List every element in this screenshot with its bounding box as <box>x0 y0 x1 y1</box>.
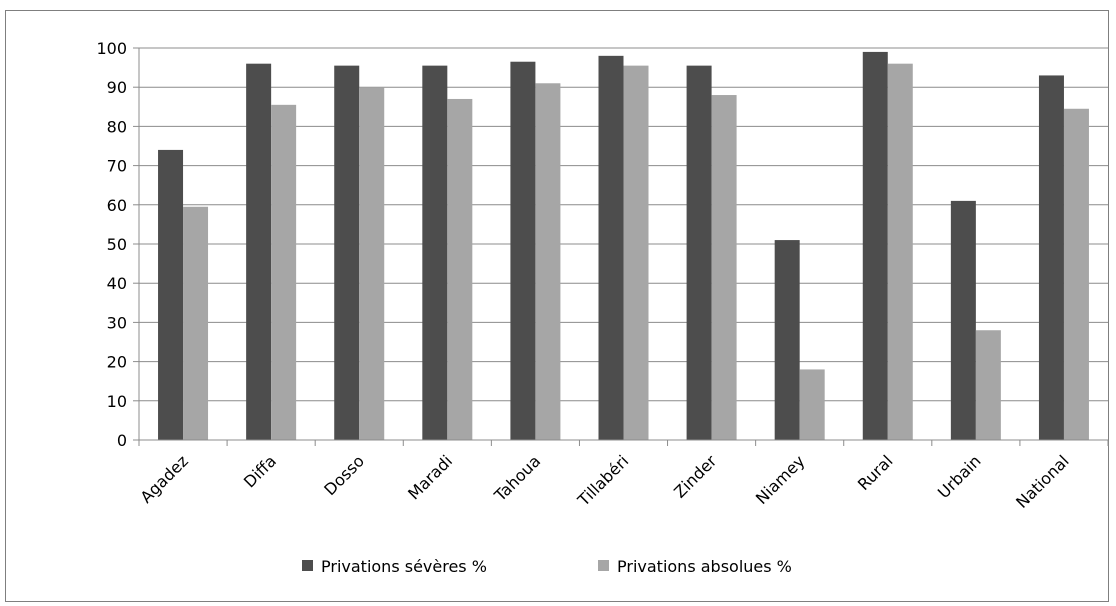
bars <box>158 51 1089 441</box>
x-tick-labels: Agadez Diffa Dosso Maradi Tahoua Tillabéri Zin… <box>136 451 1072 512</box>
y-tick-label: 0 <box>117 431 127 450</box>
y-tick-label: 80 <box>107 117 127 136</box>
bar-severe <box>774 240 800 440</box>
x-tick-label: Agadez <box>136 451 191 506</box>
x-tick-label: National <box>1012 451 1073 512</box>
legend: Privations sévères % Privations absolues … <box>302 557 792 576</box>
legend-swatch <box>302 560 313 571</box>
bar-severe <box>950 200 976 440</box>
bar-absolute <box>447 98 473 441</box>
y-tick-label: 20 <box>107 353 127 372</box>
y-tick-label: 50 <box>107 235 127 254</box>
bar-severe <box>686 65 712 440</box>
y-tick-label: 70 <box>107 157 127 176</box>
bar-severe <box>334 65 360 440</box>
bar-severe <box>598 55 624 441</box>
bar-absolute <box>799 369 825 440</box>
legend-label: Privations sévères % <box>321 557 487 576</box>
bar-severe <box>510 61 536 440</box>
bar-absolute <box>359 87 385 440</box>
x-tick-label: Zinder <box>670 451 721 502</box>
bar-severe <box>862 51 888 441</box>
bar-absolute <box>711 95 737 440</box>
bar-absolute <box>975 330 1001 440</box>
x-tick-label: Rural <box>854 451 897 494</box>
y-tick-label: 90 <box>107 78 127 97</box>
bar-severe <box>1038 75 1064 440</box>
y-tick-label: 40 <box>107 274 127 293</box>
bar-absolute <box>1063 108 1089 440</box>
x-tick-label: Urbain <box>934 451 985 502</box>
y-tick-labels: 0 10 20 30 40 50 60 70 80 90 100 <box>96 39 127 450</box>
x-tick-label: Niamey <box>752 451 809 508</box>
bar-severe <box>422 65 448 440</box>
x-tick-label: Tillabéri <box>573 451 632 510</box>
bar-severe <box>246 63 272 441</box>
bar-absolute <box>887 63 913 441</box>
bar-absolute <box>183 206 209 440</box>
x-tick-label: Dosso <box>320 451 368 499</box>
bar-absolute <box>623 65 649 440</box>
x-tick-label: Tahoua <box>490 451 544 505</box>
legend-swatch <box>598 560 609 571</box>
x-tick-label: Diffa <box>240 451 280 491</box>
axes <box>133 47 1109 446</box>
x-tick-label: Maradi <box>404 451 456 503</box>
bar-severe <box>158 149 184 441</box>
bar-absolute <box>271 104 297 440</box>
bar-absolute <box>535 83 561 440</box>
y-tick-label: 100 <box>96 39 127 58</box>
y-tick-label: 10 <box>107 392 127 411</box>
legend-label: Privations absolues % <box>617 557 792 576</box>
y-tick-label: 30 <box>107 313 127 332</box>
y-tick-label: 60 <box>107 196 127 215</box>
